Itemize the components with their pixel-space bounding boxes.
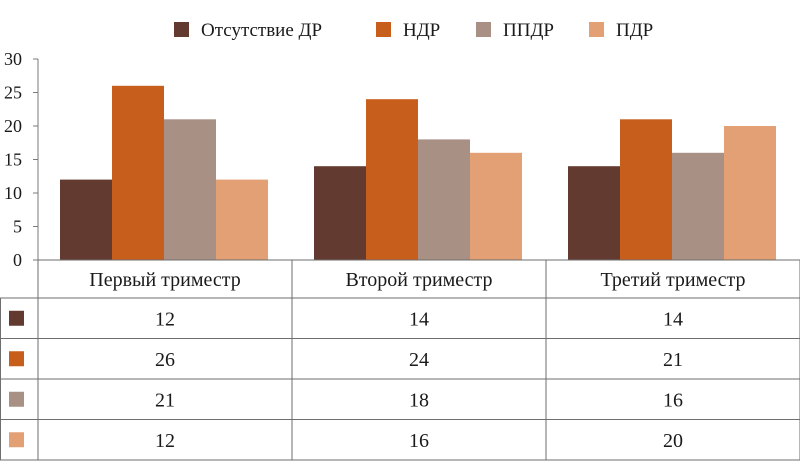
bar bbox=[470, 152, 522, 260]
y-tick-label: 30 bbox=[4, 49, 22, 69]
data-table: Первый триместр Второй триместр Третий три… bbox=[0, 259, 800, 461]
bar bbox=[418, 139, 470, 260]
legend-label: Отсутствие ДР bbox=[201, 20, 322, 41]
y-tick-label: 15 bbox=[4, 150, 22, 170]
data-table-cell: 18 bbox=[409, 389, 429, 411]
data-table-cell: 21 bbox=[155, 389, 175, 411]
y-tick-label: 25 bbox=[4, 83, 22, 103]
bar bbox=[366, 99, 418, 260]
legend-label: ПДР bbox=[616, 20, 653, 41]
bar bbox=[164, 119, 216, 260]
x-category-label: Второй триместр bbox=[345, 269, 492, 291]
row-swatch bbox=[9, 391, 24, 407]
bar bbox=[216, 179, 268, 260]
x-category-label: Первый триместр bbox=[89, 269, 240, 291]
legend-label: НДР bbox=[403, 20, 440, 41]
row-swatch bbox=[9, 351, 24, 367]
legend-swatch bbox=[376, 22, 391, 37]
data-table-cell: 24 bbox=[409, 349, 429, 371]
data-table-cell: 12 bbox=[155, 430, 175, 452]
legend-swatch bbox=[174, 22, 189, 37]
y-tick-label: 0 bbox=[13, 250, 22, 270]
y-tick-label: 20 bbox=[4, 116, 22, 136]
bar bbox=[724, 126, 776, 260]
bar bbox=[60, 179, 112, 260]
data-table-cell: 26 bbox=[155, 349, 175, 371]
bar bbox=[568, 166, 620, 260]
y-axis: 0 5 10 15 20 25 30 bbox=[4, 49, 39, 270]
legend-swatch bbox=[476, 22, 491, 37]
bar bbox=[620, 119, 672, 260]
legend-swatch bbox=[589, 22, 604, 37]
legend-label: ППДР bbox=[503, 20, 554, 41]
data-table-cell: 21 bbox=[663, 349, 683, 371]
row-swatch bbox=[9, 432, 24, 448]
data-table-cell: 12 bbox=[155, 308, 175, 330]
y-tick-label: 5 bbox=[13, 217, 22, 237]
bars bbox=[60, 85, 776, 260]
bar bbox=[112, 85, 164, 260]
data-table-cell: 20 bbox=[663, 430, 683, 452]
bar bbox=[672, 152, 724, 260]
legend: Отсутствие ДР НДР ППДР ПДР bbox=[174, 20, 653, 41]
bar bbox=[314, 166, 366, 260]
data-table-cell: 14 bbox=[409, 308, 429, 330]
data-table-cell: 16 bbox=[663, 389, 683, 411]
y-tick-label: 10 bbox=[4, 183, 22, 203]
data-table-cell: 16 bbox=[409, 430, 429, 452]
x-category-label: Третий триместр bbox=[600, 269, 745, 291]
row-swatch bbox=[9, 310, 24, 326]
data-table-cell: 14 bbox=[663, 308, 683, 330]
